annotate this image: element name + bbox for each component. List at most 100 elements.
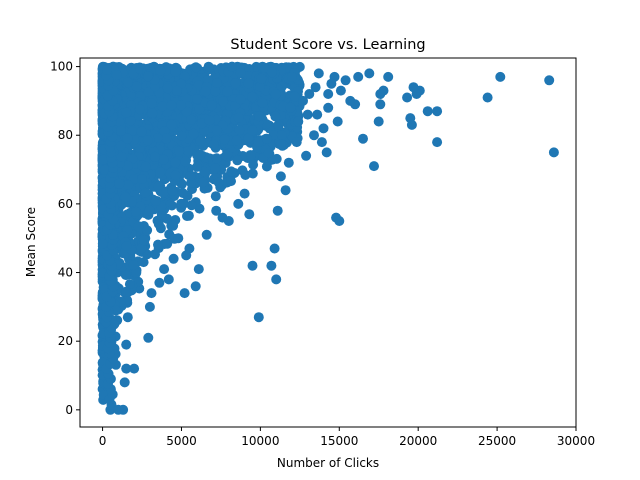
scatter-point <box>244 209 255 220</box>
scatter-point <box>211 153 222 164</box>
scatter-point <box>206 100 217 111</box>
scatter-point <box>248 159 259 170</box>
scatter-point <box>121 241 132 251</box>
scatter-point <box>313 68 324 79</box>
scatter-point <box>340 75 351 86</box>
scatter-point <box>312 109 323 120</box>
scatter-point <box>201 229 212 240</box>
scatter-point <box>121 107 132 118</box>
scatter-point <box>402 92 413 103</box>
scatter-point <box>204 115 215 126</box>
scatter-point <box>231 135 242 146</box>
scatter-point <box>271 274 282 285</box>
x-tick-label: 5000 <box>166 434 197 448</box>
scatter-point <box>122 133 133 144</box>
y-axis: 0 20 40 60 80 100 <box>50 60 80 417</box>
scatter-point <box>375 99 386 110</box>
scatter-point <box>146 98 157 109</box>
scatter-point <box>275 171 286 182</box>
scatter-point <box>146 288 157 299</box>
y-tick-label: 40 <box>58 266 73 280</box>
x-tick-label: 15000 <box>320 434 358 448</box>
scatter-point <box>113 404 124 415</box>
scatter-point <box>247 168 258 179</box>
scatter-point <box>168 253 179 264</box>
scatter-point <box>270 89 281 100</box>
scatter-point <box>143 71 154 82</box>
scatter-point <box>211 205 222 216</box>
scatter-point <box>153 181 164 192</box>
scatter-point <box>150 151 160 162</box>
scatter-point <box>211 125 222 136</box>
scatter-point <box>123 180 134 190</box>
scatter-point <box>111 70 122 81</box>
scatter-point <box>183 146 193 157</box>
scatter-point <box>121 363 132 374</box>
scatter-point <box>298 95 308 106</box>
scatter-point <box>210 163 221 174</box>
scatter-point <box>263 148 274 159</box>
scatter-point <box>195 149 206 160</box>
scatter-point <box>272 205 283 216</box>
scatter-point <box>144 301 155 312</box>
scatter-point <box>162 83 173 94</box>
scatter-point <box>226 176 236 187</box>
scatter-point <box>235 94 246 105</box>
scatter-point <box>230 78 241 89</box>
scatter-point <box>166 100 177 111</box>
scatter-point <box>150 196 161 207</box>
scatter-point <box>173 233 184 244</box>
scatter-point <box>253 136 264 147</box>
scatter-point <box>122 160 133 171</box>
scatter-point <box>432 137 443 148</box>
scatter-point <box>131 267 142 278</box>
scatter-point <box>266 260 277 271</box>
scatter-point <box>133 221 144 232</box>
scatter-point <box>291 137 302 148</box>
scatter-point <box>170 170 181 181</box>
scatter-point <box>194 104 205 115</box>
scatter-point <box>285 102 296 113</box>
scatter-point <box>326 78 337 89</box>
scatter-point <box>98 154 109 165</box>
scatter-point <box>375 89 386 99</box>
scatter-point <box>188 128 199 139</box>
scatter-point <box>247 260 258 271</box>
scatter-point <box>116 125 126 136</box>
scatter-point <box>196 118 207 129</box>
scatter-point <box>119 377 130 388</box>
scatter-point <box>203 61 214 72</box>
scatter-point <box>309 130 319 141</box>
scatter-point <box>323 89 334 99</box>
scatter-point <box>240 170 251 180</box>
scatter-point <box>316 137 327 148</box>
scatter-point <box>186 114 197 125</box>
y-axis-title: Mean Score <box>24 207 38 277</box>
scatter-point <box>130 206 141 217</box>
scatter-point <box>193 264 204 275</box>
scatter-point <box>548 147 559 158</box>
scatter-point <box>199 166 210 177</box>
scatter-point <box>176 100 186 111</box>
y-tick-label: 60 <box>58 197 73 211</box>
scatter-point <box>192 161 202 172</box>
scatter-point <box>178 198 189 209</box>
scatter-point <box>233 198 244 209</box>
x-tick-label: 10000 <box>241 434 279 448</box>
x-tick-label: 0 <box>99 434 107 448</box>
scatter-point <box>114 117 125 127</box>
scatter-point <box>233 112 244 123</box>
scatter-point <box>301 150 312 161</box>
scatter-point <box>222 86 233 97</box>
scatter-point <box>271 153 282 164</box>
scatter-point <box>269 243 280 254</box>
scatter-point <box>323 102 334 113</box>
scatter-point <box>232 155 243 166</box>
y-tick-label: 100 <box>50 60 73 74</box>
scatter-point <box>273 119 284 130</box>
scatter-point <box>166 119 177 130</box>
scatter-point <box>335 85 346 96</box>
scatter-point <box>114 178 125 189</box>
y-tick-label: 20 <box>58 334 73 348</box>
